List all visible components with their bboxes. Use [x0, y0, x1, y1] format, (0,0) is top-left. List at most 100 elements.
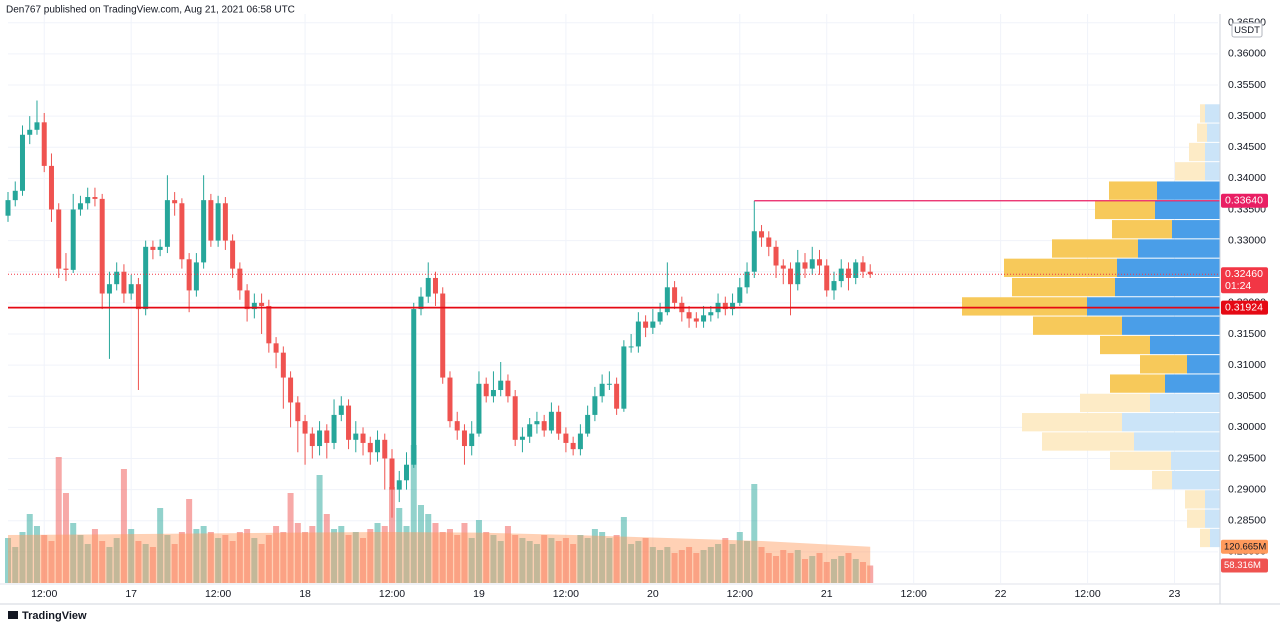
candle-body — [280, 352, 286, 378]
logo-mark — [8, 611, 18, 619]
volume-bar — [215, 538, 222, 583]
profile-up — [1157, 181, 1220, 200]
footer: TradingView — [22, 610, 87, 622]
volume-bar — [657, 550, 664, 583]
candle-body — [592, 396, 598, 415]
y-tick-label: 0.34000 — [1228, 172, 1266, 184]
profile-down — [1012, 277, 1115, 297]
candle-body — [773, 246, 779, 266]
volume-ma-box — [1221, 539, 1268, 554]
x-tick-label: 12:00 — [553, 588, 579, 600]
candle-body — [70, 209, 76, 270]
volume-bar — [106, 547, 113, 583]
profile-down — [1100, 335, 1150, 355]
candle-body — [367, 442, 373, 453]
candle-body — [244, 290, 250, 310]
volume-bar — [287, 493, 294, 583]
volume-bar — [526, 541, 533, 583]
y-tick-label: 0.31500 — [1228, 328, 1266, 340]
volume-bar — [186, 499, 193, 583]
y-tick-label: 0.28500 — [1228, 515, 1266, 527]
y-tick-label: 0.36000 — [1228, 48, 1266, 60]
volume-bar — [432, 523, 439, 583]
candle-body — [92, 197, 98, 199]
candle-body — [396, 480, 402, 490]
profile-up — [1207, 123, 1220, 142]
x-tick-label: 22 — [995, 588, 1007, 600]
profile-down — [1189, 142, 1205, 162]
volume-ma-label: 120.665M — [1224, 541, 1266, 552]
candle-body — [548, 411, 554, 431]
volume-bar — [425, 514, 432, 583]
candle-body — [375, 439, 381, 453]
profile-up — [1205, 490, 1220, 509]
x-tick-label: 12:00 — [31, 588, 57, 600]
candle-body — [570, 442, 576, 450]
volume-box — [1221, 558, 1268, 573]
volume-bar — [780, 550, 787, 583]
x-tick-label: 17 — [125, 588, 137, 600]
profile-down — [1197, 123, 1207, 142]
volume-bar — [142, 544, 149, 583]
candle-body — [838, 268, 844, 282]
candle-body — [143, 246, 149, 310]
volume-bar — [149, 547, 156, 583]
volume-bar — [751, 484, 758, 583]
profile-up — [1134, 432, 1220, 451]
profile-up — [1210, 528, 1220, 548]
profile-up — [1205, 509, 1220, 528]
volume-bar — [294, 523, 301, 583]
profile-up — [1187, 355, 1220, 374]
candle-body — [447, 377, 453, 422]
volume-bar — [664, 547, 671, 583]
candle-body — [259, 302, 265, 306]
volume-bar — [178, 532, 185, 583]
volume-bar — [12, 547, 19, 583]
candle-body — [701, 315, 707, 322]
candle-body — [628, 346, 634, 348]
volume-bar — [48, 541, 55, 583]
candle-body — [563, 433, 569, 443]
volume-bar — [207, 532, 214, 583]
profile-down — [1112, 220, 1172, 239]
candle-body — [404, 464, 410, 481]
profile-up — [1155, 200, 1220, 220]
candle-body — [599, 383, 605, 397]
volume-bar — [838, 556, 845, 583]
candle-body — [186, 259, 192, 291]
x-tick-label: 20 — [647, 588, 659, 600]
candle-body — [759, 231, 765, 238]
volume-bar — [497, 541, 504, 583]
candle-body — [41, 122, 47, 166]
volume-bar — [193, 529, 200, 583]
volume-bar — [352, 532, 359, 583]
profile-down — [1004, 258, 1117, 277]
volume-bar — [729, 544, 736, 583]
volume-bar — [41, 535, 48, 583]
candle-body — [824, 265, 830, 291]
profile-down — [1185, 490, 1205, 509]
volume-bar — [273, 526, 280, 583]
volume-bar — [454, 535, 461, 583]
profile-down — [1109, 181, 1157, 200]
candle-body — [512, 396, 518, 440]
volume-bar — [360, 538, 367, 583]
candle-body — [288, 377, 294, 403]
y-tick-label: 0.29000 — [1228, 483, 1266, 495]
profile-up — [1205, 142, 1220, 162]
candle-body — [418, 296, 424, 310]
logo: TradingView — [8, 610, 87, 622]
last-price-box — [1221, 267, 1268, 294]
currency-box — [1231, 22, 1263, 38]
volume-bar — [504, 526, 511, 583]
profile-up — [1205, 104, 1220, 123]
volume-bar — [715, 544, 722, 583]
candle-body — [309, 433, 315, 447]
volume-bar — [649, 547, 656, 583]
candle-body — [201, 200, 207, 263]
candle-body — [331, 414, 337, 443]
y-tick-label: 0.35500 — [1228, 79, 1266, 91]
volume-bar — [628, 544, 635, 583]
volume-bar — [258, 544, 265, 583]
volume-bar — [229, 541, 236, 583]
